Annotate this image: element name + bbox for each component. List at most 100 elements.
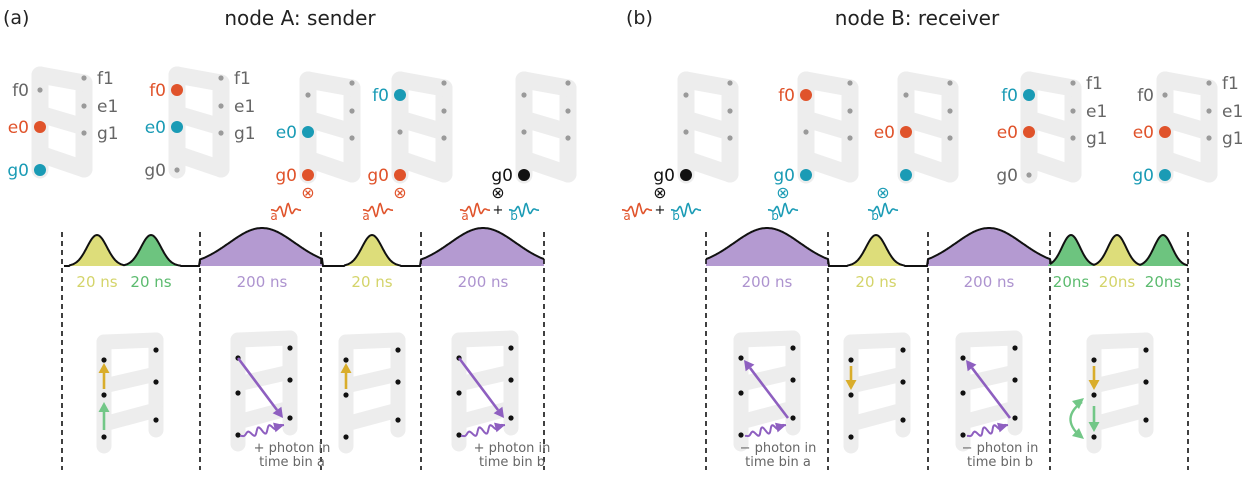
b-b4-e1-level-dot xyxy=(1143,379,1149,385)
a-b4-f1-level-dot xyxy=(508,345,514,351)
b1-f1-level-dot xyxy=(727,80,733,86)
ladder-track xyxy=(31,66,93,92)
ladder-track xyxy=(96,402,164,432)
b1-g0-population-dot xyxy=(680,169,692,181)
b-b4-yellow-arrow-head xyxy=(1088,380,1100,390)
ladder-track xyxy=(515,71,577,97)
a1-f0-label: f0 xyxy=(12,81,29,101)
b-b1-e1-level-dot xyxy=(790,377,796,383)
a-pulse-fill xyxy=(345,235,400,266)
ladder-track xyxy=(1156,150,1218,183)
b5-g1-level-dot xyxy=(1206,135,1212,141)
b-b3-g1-level-dot xyxy=(1012,415,1018,421)
b-b3-photon-wiggle-head xyxy=(997,422,1008,433)
ladder-track xyxy=(677,150,739,183)
b-b1-e0-level-dot xyxy=(738,390,744,396)
panel-a-letter: (a) xyxy=(3,7,29,29)
ladder-track xyxy=(299,71,361,97)
a-b3-f1-level-dot xyxy=(395,347,401,353)
b-b2-g1-level-dot xyxy=(900,417,906,423)
a5-plus: + xyxy=(493,203,504,218)
a-b2-g0-level-dot xyxy=(235,432,241,438)
a2-e0-population-dot xyxy=(171,121,183,133)
a-pulse-label: 20 ns xyxy=(76,273,117,291)
b1-ladder xyxy=(677,71,739,184)
a5-e1-level-dot xyxy=(565,108,571,114)
a3-e1-level-dot xyxy=(349,108,355,114)
a-b3-ladder xyxy=(338,332,406,454)
b-b3-e0-level-dot xyxy=(960,390,966,396)
b-pulse-label: 20ns xyxy=(1053,273,1090,291)
ladder-track xyxy=(955,330,1023,348)
b-pulse-fill xyxy=(706,228,828,266)
b2-f0-label: f0 xyxy=(778,86,795,106)
b-b2-e1-level-dot xyxy=(900,379,906,385)
b-b1-ladder xyxy=(733,330,801,452)
a-b3-e1-level-dot xyxy=(395,379,401,385)
a1-f1-label: f1 xyxy=(97,69,114,89)
a2-g0-label: g0 xyxy=(144,161,166,181)
ladder-track xyxy=(168,145,230,178)
b2-photon-wave xyxy=(767,202,799,218)
ladder-track xyxy=(1156,71,1218,97)
a-b2-e0-level-dot xyxy=(235,390,241,396)
b-b4-green-curve-head-bottom xyxy=(1072,428,1084,439)
a4-e0-level-dot xyxy=(397,129,403,135)
b5-f0-label: f0 xyxy=(1137,86,1154,106)
a-b4-e1-level-dot xyxy=(508,377,514,383)
b2-f0-population-dot xyxy=(800,89,812,101)
a-b4-g0-level-dot xyxy=(456,432,462,438)
b-photon-note-2-line1: − photon in xyxy=(962,441,1039,456)
ladder-track xyxy=(897,110,959,141)
a5-mode-otimes: ⊗ xyxy=(491,183,504,202)
b-pulse-fill xyxy=(848,235,904,266)
b5-f1-level-dot xyxy=(1206,80,1212,86)
a5-g0-population-dot xyxy=(518,169,530,181)
a5-mode-b: b xyxy=(510,209,518,223)
b4-ladder xyxy=(1020,71,1082,184)
a5-e0-level-dot xyxy=(521,129,527,135)
b1-mode-a: a xyxy=(623,209,630,223)
b-b3-f1-level-dot xyxy=(1012,345,1018,351)
ladder-track xyxy=(230,330,298,348)
b-pulse-outline xyxy=(705,227,1189,267)
ladder-track xyxy=(391,150,453,183)
ladder-track xyxy=(1020,71,1082,97)
b-pulse-fill xyxy=(1140,235,1188,266)
b4-g0-level-dot xyxy=(1026,172,1032,178)
b1-f0-level-dot xyxy=(683,92,689,98)
a-b3-f0-level-dot xyxy=(343,357,349,363)
a-b4-purple-arrow xyxy=(457,357,504,418)
a3-mode-otimes: ⊗ xyxy=(301,183,314,202)
b-b3-purple-arrow-shaft xyxy=(971,367,1012,419)
b1-mode-b: b xyxy=(672,209,680,223)
a2-ladder xyxy=(168,66,230,179)
a-pulse-label: 20 ns xyxy=(351,273,392,291)
b4-f1-label: f1 xyxy=(1086,74,1103,94)
a2-f0-population-dot xyxy=(171,84,183,96)
b-b1-photon-wiggle-head xyxy=(775,422,786,433)
b-pulse-label: 20ns xyxy=(1099,273,1136,291)
ladder-track xyxy=(733,400,801,430)
b-pulse-label: 200 ns xyxy=(742,273,793,291)
b-pulse-label: 200 ns xyxy=(964,273,1015,291)
a-b1-yellow-arrow xyxy=(98,363,110,389)
a-b2-f1-level-dot xyxy=(287,345,293,351)
a4-g1-level-dot xyxy=(441,135,447,141)
a-pulse-label: 200 ns xyxy=(458,273,509,291)
a1-g1-label: g1 xyxy=(97,124,119,144)
ladder-track xyxy=(515,150,577,183)
b-b4-ladder xyxy=(1086,332,1154,454)
a-b1-green-arrow-head xyxy=(98,402,110,412)
b1-e0-level-dot xyxy=(683,129,689,135)
ladder-track xyxy=(733,330,801,348)
ladder-track xyxy=(1020,110,1082,141)
a1-g0-label: g0 xyxy=(7,161,29,181)
a-pulse-fill xyxy=(200,228,322,266)
b-pulse-label: 20ns xyxy=(1145,273,1182,291)
b2-ladder xyxy=(797,71,859,184)
b1-g1-level-dot xyxy=(727,135,733,141)
a2-g1-label: g1 xyxy=(234,124,256,144)
